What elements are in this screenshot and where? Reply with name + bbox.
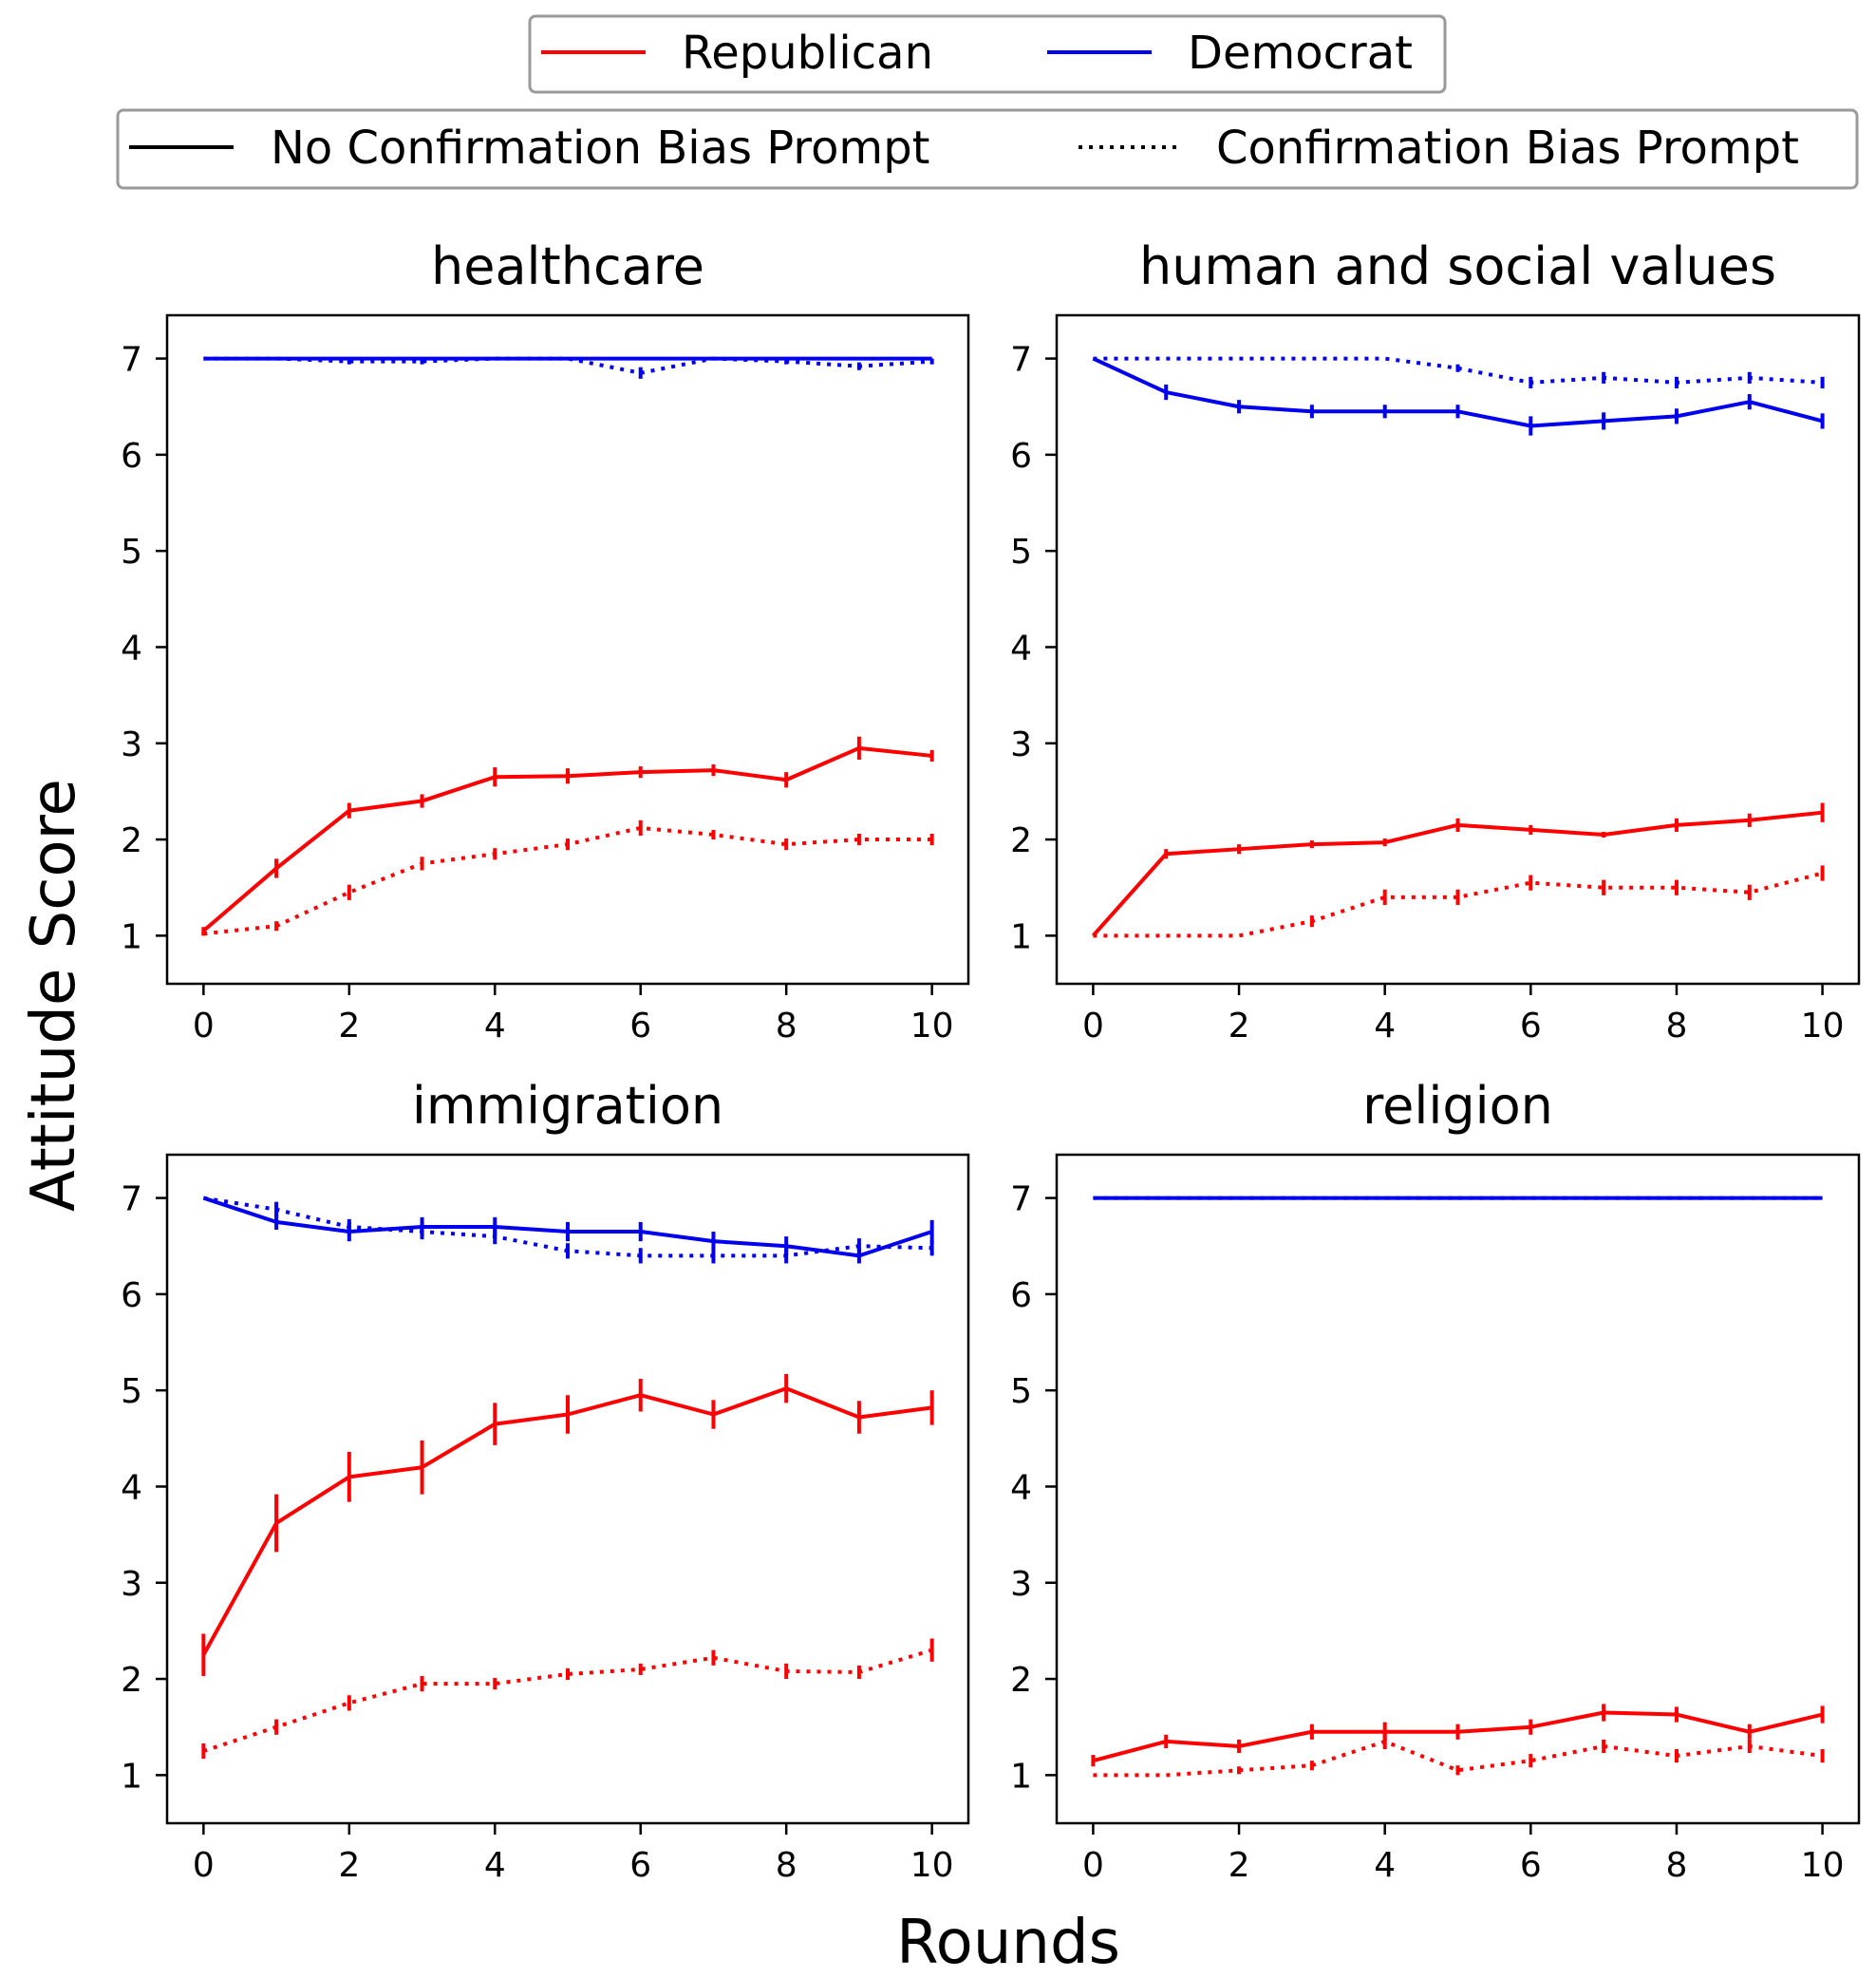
y-tick-label: 5 [1010, 1372, 1032, 1411]
x-tick-label: 0 [193, 1007, 215, 1046]
series-republican-dotted [201, 1638, 934, 1760]
x-axis-label: Rounds [896, 1908, 1120, 1978]
x-tick-label: 4 [484, 1846, 506, 1885]
panel-religion: religion 1 2 3 4 5 6 7 0 2 4 6 8 10 [1010, 1076, 1861, 1885]
y-tick-label: 7 [121, 1180, 142, 1219]
y-tick-label: 2 [1010, 821, 1032, 860]
y-tick-label: 2 [121, 1661, 142, 1700]
series-democrat-solid [202, 1196, 934, 1264]
y-tick-label: 1 [1010, 917, 1032, 956]
y-tick-label: 5 [1010, 533, 1032, 572]
x-tick-label: 0 [1082, 1846, 1104, 1885]
x-tick-label: 10 [1801, 1007, 1845, 1046]
series-democrat-dotted [1093, 356, 1825, 388]
y-tick-label: 7 [121, 341, 142, 380]
y-tick-label: 6 [1010, 437, 1032, 476]
y-tick-label: 7 [1010, 1180, 1032, 1219]
legend-republican-label: Republican [682, 27, 933, 80]
panel-title-immigration: immigration [412, 1076, 723, 1136]
series-line [202, 1648, 933, 1753]
x-tick-label: 2 [1229, 1007, 1250, 1046]
y-tick-label: 6 [121, 437, 142, 476]
y-tick-label: 7 [1010, 341, 1032, 380]
legend-democrat-label: Democrat [1188, 27, 1413, 80]
x-tick-label: 10 [910, 1846, 954, 1885]
panel-immigration: immigration 1 2 3 4 5 6 7 0 2 4 6 8 10 [121, 1076, 970, 1885]
x-tick-label: 4 [1374, 1846, 1396, 1885]
y-tick-label: 4 [1010, 1468, 1032, 1507]
x-tick-label: 4 [1374, 1007, 1396, 1046]
x-tick-label: 10 [1801, 1846, 1845, 1885]
panel-title-religion: religion [1362, 1076, 1553, 1136]
legend-style: No Confirmation Bias Prompt Confirmation… [116, 108, 1859, 190]
y-tick-label: 1 [121, 1757, 142, 1796]
panel-human-and-social-values: human and social values 1 2 3 4 5 6 7 0 2 4 6 8 10 [1010, 236, 1861, 1046]
series-republican-dotted [201, 819, 934, 936]
plot-area [165, 313, 970, 986]
legend-party-box [528, 14, 1447, 94]
x-tick-label: 10 [910, 1007, 954, 1046]
x-tick-label: 4 [484, 1007, 506, 1046]
x-tick-label: 2 [338, 1007, 360, 1046]
x-tick-label: 6 [629, 1007, 651, 1046]
y-tick-label: 6 [121, 1276, 142, 1315]
series-democrat-solid [1092, 356, 1825, 436]
series-line [203, 356, 932, 375]
y-tick-label: 4 [121, 629, 142, 668]
x-tick-label: 8 [1666, 1846, 1688, 1885]
series-democrat-dotted [203, 356, 934, 379]
y-tick-label: 1 [1010, 1757, 1032, 1796]
series-republican-solid [201, 1373, 934, 1677]
y-tick-label: 3 [1010, 1565, 1032, 1604]
x-tick-label: 0 [193, 1846, 215, 1885]
y-tick-label: 2 [121, 821, 142, 860]
y-tick-label: 5 [121, 1372, 142, 1411]
legend-no-bias-label: No Confirmation Bias Prompt [271, 122, 929, 175]
x-tick-label: 6 [629, 1846, 651, 1885]
series-republican-dotted [1093, 865, 1825, 938]
series-republican-solid [1091, 1704, 1825, 1767]
x-tick-label: 0 [1082, 1007, 1104, 1046]
x-tick-label: 2 [338, 1846, 360, 1885]
series-republican-solid [201, 736, 934, 935]
y-tick-label: 5 [121, 533, 142, 572]
y-tick-label: 3 [121, 1565, 142, 1604]
plot-area [165, 1153, 970, 1825]
x-tick-label: 2 [1229, 1846, 1250, 1885]
y-tick-label: 2 [1010, 1661, 1032, 1700]
y-tick-label: 4 [121, 1468, 142, 1507]
panel-healthcare: healthcare 1 2 3 4 5 6 7 0 2 4 6 8 10 [121, 236, 970, 1046]
x-tick-label: 8 [1666, 1007, 1688, 1046]
panel-title-healthcare: healthcare [431, 236, 704, 296]
y-axis-label: Attitude Score [19, 779, 89, 1212]
x-tick-label: 8 [776, 1007, 797, 1046]
x-tick-label: 6 [1520, 1007, 1542, 1046]
y-tick-label: 3 [121, 725, 142, 764]
legend-bias-label: Confirmation Bias Prompt [1216, 122, 1799, 175]
y-tick-label: 4 [1010, 629, 1032, 668]
y-tick-label: 3 [1010, 725, 1032, 764]
legend-party: Republican Democrat [528, 14, 1447, 94]
series-republican-solid [1091, 802, 1825, 937]
plot-area [1055, 1153, 1861, 1825]
y-tick-label: 6 [1010, 1276, 1032, 1315]
panel-title-human-and-social-values: human and social values [1139, 236, 1776, 296]
y-tick-label: 1 [121, 917, 142, 956]
legend-style-box [116, 108, 1859, 190]
series-republican-dotted [1093, 1733, 1825, 1778]
x-tick-label: 6 [1520, 1846, 1542, 1885]
x-tick-label: 8 [776, 1846, 797, 1885]
plot-area [1055, 313, 1861, 986]
